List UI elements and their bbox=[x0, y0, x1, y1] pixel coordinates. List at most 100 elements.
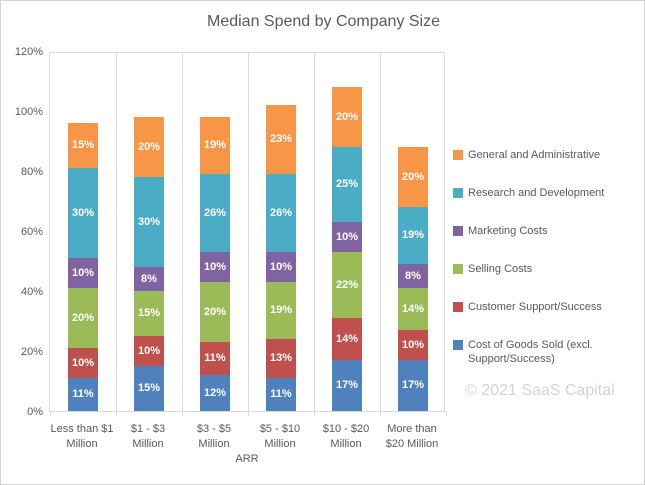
legend-label: Selling Costs bbox=[468, 263, 533, 275]
legend-swatch bbox=[453, 188, 463, 198]
x-category-label-line: Less than $1 bbox=[50, 423, 114, 435]
x-category-label-line: Million bbox=[132, 438, 164, 450]
y-tick-label: 60% bbox=[20, 226, 43, 238]
segment-value-label: 20% bbox=[137, 140, 161, 153]
bar-segment: 15% bbox=[134, 366, 164, 411]
segment-value-label: 30% bbox=[137, 215, 161, 228]
segment-value-label: 20% bbox=[203, 305, 227, 318]
segment-value-label: 11% bbox=[204, 352, 226, 364]
legend-swatch bbox=[453, 302, 463, 312]
bar-segment: 25% bbox=[332, 147, 362, 222]
segment-value-label: 10% bbox=[203, 260, 227, 273]
legend-swatch bbox=[453, 226, 463, 236]
bar-segment: 10% bbox=[200, 252, 230, 282]
legend-label: Cost of Goods Sold (excl. Support/Succes… bbox=[468, 339, 593, 365]
plot-area: 11% 10% 20% 10% 30% 15% 15% 10% 15% 8% 30% 20% 12% 11… bbox=[49, 52, 447, 416]
bar-segment: 15% bbox=[134, 291, 164, 336]
bar-segment: 17% bbox=[398, 360, 428, 411]
x-axis-tick bbox=[182, 411, 183, 416]
segment-value-label: 8% bbox=[405, 269, 421, 282]
x-category-label: $5 - $10 Million bbox=[247, 422, 313, 452]
x-category-label-line: $5 - $10 bbox=[259, 423, 301, 435]
bar-segment: 30% bbox=[134, 177, 164, 267]
segment-value-label: 22% bbox=[335, 278, 359, 291]
bar-segment: 17% bbox=[332, 360, 362, 411]
category-gridline bbox=[116, 53, 117, 411]
x-axis-tick bbox=[116, 411, 117, 416]
segment-value-label: 10% bbox=[71, 356, 95, 369]
x-axis-tick bbox=[380, 411, 381, 416]
x-axis-tick bbox=[314, 411, 315, 416]
x-category-label-line: Million bbox=[66, 438, 98, 450]
bar-segment: 26% bbox=[200, 174, 230, 252]
x-category-label-line: $1 - $3 bbox=[130, 423, 166, 435]
bar-segment: 20% bbox=[68, 288, 98, 348]
x-category-label-line: Million bbox=[198, 438, 230, 450]
segment-value-label: 13% bbox=[269, 352, 293, 364]
legend-label: General and Administrative bbox=[468, 149, 601, 161]
legend-label: Marketing Costs bbox=[468, 225, 548, 237]
segment-value-label: 11% bbox=[72, 388, 94, 400]
category-gridline bbox=[182, 53, 183, 411]
x-axis-title: ARR bbox=[235, 453, 259, 465]
bar-segment: 8% bbox=[134, 267, 164, 291]
bar-segment: 10% bbox=[68, 258, 98, 288]
legend: General and Administrative Research and D… bbox=[453, 148, 643, 366]
x-category-label-line: Million bbox=[330, 438, 362, 450]
legend-entry: Research and Development bbox=[453, 186, 643, 200]
bar-segment: 19% bbox=[200, 117, 230, 174]
bar-2: 15% 10% 15% 8% 30% 20% bbox=[134, 53, 164, 411]
bar-5: 17% 14% 22% 10% 25% 20% bbox=[332, 53, 362, 411]
segment-value-label: 30% bbox=[71, 206, 95, 219]
bar-segment: 11% bbox=[200, 342, 230, 375]
legend-entry: Marketing Costs bbox=[453, 224, 643, 238]
bar-segment: 19% bbox=[398, 207, 428, 264]
bar-segment: 11% bbox=[68, 378, 98, 411]
bar-segment: 10% bbox=[68, 348, 98, 378]
bar-3: 12% 11% 20% 10% 26% 19% bbox=[200, 53, 230, 411]
x-category-label: $3 - $5 Million bbox=[181, 422, 247, 452]
segment-value-label: 20% bbox=[401, 170, 425, 183]
bar-segment: 20% bbox=[398, 147, 428, 207]
segment-value-label: 20% bbox=[71, 311, 95, 324]
x-category-label: $1 - $3 Million bbox=[115, 422, 181, 452]
legend-swatch bbox=[453, 340, 463, 350]
category-gridline bbox=[314, 53, 315, 411]
bar-4: 11% 13% 19% 10% 26% 23% bbox=[266, 53, 296, 411]
bar-segment: 26% bbox=[266, 174, 296, 252]
legend-label: Customer Support/Success bbox=[468, 301, 602, 313]
segment-value-label: 10% bbox=[71, 266, 95, 279]
bar-segment: 10% bbox=[134, 336, 164, 366]
x-axis-tick bbox=[446, 411, 447, 416]
segment-value-label: 19% bbox=[401, 229, 425, 241]
segment-value-label: 11% bbox=[270, 388, 292, 400]
bar-segment: 22% bbox=[332, 252, 362, 318]
segment-value-label: 10% bbox=[137, 344, 161, 357]
y-tick-label: 20% bbox=[20, 346, 43, 358]
x-category-label-line: $3 - $5 bbox=[196, 423, 232, 435]
x-category-label-line: Million bbox=[264, 438, 296, 450]
bar-segment: 20% bbox=[200, 282, 230, 342]
segment-value-label: 26% bbox=[269, 206, 293, 219]
bar-segment: 13% bbox=[266, 339, 296, 378]
x-category-label-line: $10 - $20 bbox=[322, 423, 370, 435]
segment-value-label: 19% bbox=[203, 139, 227, 151]
x-category-label: Less than $1 Million bbox=[49, 422, 115, 452]
segment-value-label: 20% bbox=[335, 110, 359, 123]
legend-swatch bbox=[453, 264, 463, 274]
chart-title: Median Spend by Company Size bbox=[206, 13, 441, 30]
segment-value-label: 15% bbox=[137, 382, 161, 394]
segment-value-label: 12% bbox=[203, 386, 227, 399]
bar-segment: 11% bbox=[266, 378, 296, 411]
bar-segment: 30% bbox=[68, 168, 98, 258]
legend-entry: Selling Costs bbox=[453, 262, 643, 276]
bar-segment: 23% bbox=[266, 105, 296, 174]
x-axis-tick bbox=[248, 411, 249, 416]
segment-value-label: 10% bbox=[269, 260, 293, 273]
bar-segment: 10% bbox=[332, 222, 362, 252]
segment-value-label: 15% bbox=[71, 139, 95, 151]
x-category-label: $10 - $20 Million bbox=[313, 422, 379, 452]
segment-value-label: 14% bbox=[401, 302, 425, 315]
y-tick-label: 80% bbox=[20, 166, 43, 178]
